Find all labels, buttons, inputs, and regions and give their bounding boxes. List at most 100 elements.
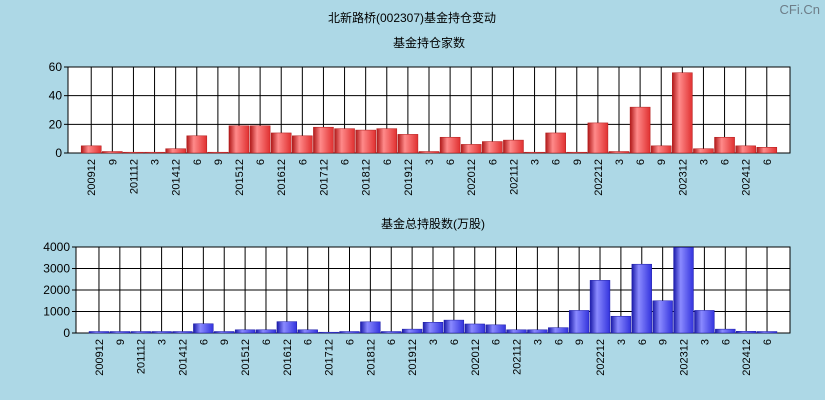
bar <box>80 145 102 154</box>
x-tick-label: 6 <box>449 339 461 345</box>
bar <box>735 145 756 154</box>
bar <box>193 323 214 334</box>
bar <box>334 128 355 154</box>
x-tick-label: 6 <box>445 159 457 165</box>
x-tick-label: 6 <box>340 159 352 165</box>
y-tick-label: 2000 <box>43 283 70 297</box>
bar <box>234 329 256 334</box>
x-tick-label: 6 <box>255 159 267 165</box>
bar <box>88 331 110 334</box>
bar <box>485 324 506 334</box>
bar <box>381 331 402 334</box>
x-tick-label: 201112 <box>136 339 148 374</box>
x-tick-label: 6 <box>762 159 774 165</box>
x-tick-label: 6 <box>344 339 356 345</box>
x-tick-label: 6 <box>487 159 499 165</box>
bar <box>652 300 673 334</box>
x-tick-label: 201412 <box>177 339 189 376</box>
y-tick-label: 3000 <box>43 262 70 276</box>
x-tick-label: 6 <box>762 339 774 345</box>
x-tick-label: 3 <box>157 339 169 345</box>
x-tick-label: 202012 <box>470 339 482 376</box>
x-tick-label: 6 <box>553 339 565 345</box>
bar <box>207 151 229 154</box>
x-tick-label: 202112 <box>508 159 520 195</box>
bar <box>589 280 611 334</box>
bar <box>418 151 440 154</box>
bar <box>460 144 482 154</box>
x-tick-label: 6 <box>720 159 732 165</box>
x-tick-label: 202412 <box>741 339 753 376</box>
bar <box>608 151 630 154</box>
y-tick-label: 60 <box>49 60 63 74</box>
bar <box>102 151 123 154</box>
x-tick-label: 201912 <box>403 159 415 196</box>
bar <box>172 331 193 334</box>
page-title: 北新路桥(002307)基金持仓变动 <box>328 10 496 25</box>
bar <box>715 328 736 334</box>
bar <box>673 247 694 334</box>
bar <box>629 106 651 154</box>
bar <box>249 125 271 154</box>
x-tick-label: 3 <box>428 339 440 345</box>
x-tick-label: 202312 <box>679 339 691 376</box>
x-tick-label: 202212 <box>593 159 605 196</box>
x-tick-label: 6 <box>192 159 204 165</box>
x-tick-label: 201712 <box>324 339 336 376</box>
bar <box>693 148 714 154</box>
x-tick-label: 6 <box>198 339 210 345</box>
bar <box>422 322 444 334</box>
bar <box>439 136 461 154</box>
bar <box>130 331 151 334</box>
x-tick-label: 201812 <box>361 159 373 196</box>
x-tick-label: 201112 <box>128 159 140 194</box>
x-tick-label: 202412 <box>741 159 753 196</box>
x-tick-label: 202112 <box>512 339 524 375</box>
bar <box>165 148 186 154</box>
bar <box>631 263 652 334</box>
x-tick-label: 201612 <box>276 159 288 196</box>
x-tick-label: 9 <box>213 159 225 165</box>
x-tick-label: 201912 <box>407 339 419 376</box>
x-tick-label: 200912 <box>86 159 98 196</box>
bar <box>464 323 485 334</box>
x-tick-label: 201812 <box>365 339 377 376</box>
x-tick-label: 3 <box>532 339 544 345</box>
bar <box>756 147 778 154</box>
bar <box>401 328 423 334</box>
x-tick-label: 6 <box>261 339 273 345</box>
bar <box>123 151 144 154</box>
x-tick-label: 6 <box>637 339 649 345</box>
bar <box>482 141 503 154</box>
x-tick-label: 201612 <box>282 339 294 376</box>
x-tick-label: 6 <box>635 159 647 165</box>
x-tick-label: 9 <box>574 339 586 345</box>
x-tick-label: 9 <box>572 159 584 165</box>
bar <box>503 139 524 154</box>
watermark: CFi.Cn <box>780 2 820 17</box>
bar <box>292 135 313 154</box>
y-tick-label: 4000 <box>43 240 70 254</box>
bar <box>548 327 569 334</box>
bar <box>255 329 277 334</box>
x-tick-label: 6 <box>303 339 315 345</box>
bar <box>151 331 172 334</box>
x-tick-label: 3 <box>699 339 711 345</box>
bar <box>276 321 298 334</box>
x-tick-label: 201412 <box>171 159 183 196</box>
bar <box>297 329 318 334</box>
x-tick-label: 6 <box>491 339 503 345</box>
x-tick-label: 6 <box>386 339 398 345</box>
bar <box>650 145 672 154</box>
x-tick-label: 9 <box>658 339 670 345</box>
y-tick-label: 40 <box>49 89 63 103</box>
bar <box>566 151 588 154</box>
bar <box>313 126 334 154</box>
bar <box>735 331 757 334</box>
x-tick-label: 6 <box>720 339 732 345</box>
x-tick-label: 202312 <box>677 159 689 196</box>
x-tick-label: 9 <box>115 339 127 345</box>
bar <box>228 125 250 154</box>
